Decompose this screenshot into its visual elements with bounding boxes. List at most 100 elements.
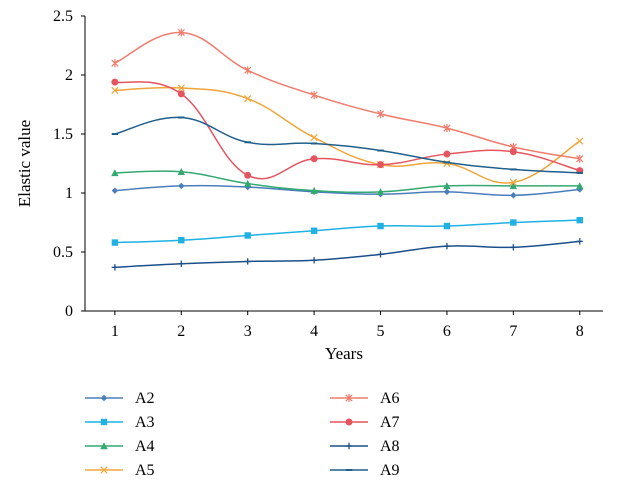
data-point-a8-8 bbox=[576, 238, 583, 245]
data-point-a2-8 bbox=[576, 186, 583, 193]
series-a3 bbox=[111, 216, 583, 246]
y-tick-label: 1 bbox=[65, 185, 73, 202]
legend-item-a2: A2 bbox=[85, 390, 155, 407]
y-axis-title: Elastic value bbox=[15, 120, 34, 207]
data-point-a6-4 bbox=[310, 91, 318, 100]
legend-marker-a4 bbox=[100, 442, 108, 450]
data-point-a8-7 bbox=[510, 244, 517, 251]
legend-marker-a9 bbox=[345, 469, 353, 471]
data-point-a4-8 bbox=[576, 182, 584, 190]
x-tick-label: 3 bbox=[244, 323, 252, 340]
data-point-a7-3 bbox=[244, 171, 252, 179]
legend-marker-a5 bbox=[100, 466, 108, 474]
data-point-a5-2 bbox=[177, 84, 185, 92]
chart-series bbox=[111, 28, 584, 271]
data-point-a2-7 bbox=[510, 192, 517, 199]
legend-item-a9: A9 bbox=[330, 462, 400, 479]
chart-axes: 0 0.5 1 1.5 2 2.5 1 2 3 4 5 6 7 8 Years Elastic value bbox=[15, 8, 603, 363]
legend-item-a8: A8 bbox=[330, 438, 400, 455]
series-line-a7 bbox=[114, 81, 580, 180]
data-point-a6-3 bbox=[244, 66, 252, 75]
series-a4 bbox=[111, 168, 584, 196]
data-point-a9-8 bbox=[576, 171, 583, 174]
data-point-a5-8 bbox=[576, 137, 584, 145]
legend-label-a8: A8 bbox=[380, 438, 400, 455]
series-line-a8 bbox=[114, 240, 580, 269]
data-point-a9-6 bbox=[443, 161, 451, 164]
x-tick-label: 6 bbox=[443, 323, 451, 340]
chart-legend: A2 A3 A4 A5 A6 A7 A8 A9 bbox=[85, 390, 400, 479]
data-point-a6-2 bbox=[177, 28, 185, 37]
y-tick-label: 2.5 bbox=[53, 8, 73, 25]
data-point-a2-2 bbox=[178, 182, 185, 190]
legend-marker-a6 bbox=[345, 394, 353, 402]
series-a6 bbox=[111, 28, 584, 163]
data-point-a4-1 bbox=[111, 169, 119, 177]
legend-item-a3: A3 bbox=[85, 414, 155, 431]
data-point-a3-5 bbox=[377, 222, 384, 230]
data-point-a4-7 bbox=[509, 182, 518, 190]
x-axis-title: Years bbox=[325, 344, 363, 363]
data-point-a3-6 bbox=[443, 222, 451, 230]
y-tick-label: 1.5 bbox=[53, 126, 73, 143]
data-point-a3-8 bbox=[576, 216, 583, 224]
data-point-a8-4 bbox=[310, 257, 318, 264]
legend-item-a6: A6 bbox=[330, 390, 400, 407]
legend-item-a5: A5 bbox=[85, 462, 155, 479]
data-point-a7-2 bbox=[177, 90, 185, 98]
x-tick-label: 2 bbox=[177, 323, 185, 340]
data-point-a9-2 bbox=[178, 116, 185, 119]
y-tick-label: 0 bbox=[65, 303, 73, 320]
data-point-a4-3 bbox=[244, 179, 252, 187]
series-line-a2 bbox=[114, 184, 580, 197]
legend-marker-a3 bbox=[100, 418, 108, 426]
data-point-a9-7 bbox=[510, 168, 517, 171]
data-point-a7-6 bbox=[443, 150, 451, 158]
data-point-a8-1 bbox=[111, 264, 119, 271]
series-line-a6 bbox=[114, 31, 580, 160]
legend-label-a5: A5 bbox=[135, 462, 155, 479]
data-point-a4-2 bbox=[177, 168, 185, 175]
data-point-a9-3 bbox=[244, 141, 251, 144]
data-point-a8-6 bbox=[443, 242, 451, 250]
data-point-a6-1 bbox=[111, 59, 119, 68]
legend-item-a4: A4 bbox=[85, 438, 155, 455]
data-point-a5-1 bbox=[111, 86, 119, 94]
data-point-a3-2 bbox=[178, 237, 185, 244]
data-point-a3-7 bbox=[510, 219, 517, 226]
data-point-a8-5 bbox=[377, 251, 384, 258]
data-point-a5-4 bbox=[310, 133, 318, 142]
x-tick-label: 1 bbox=[111, 323, 119, 340]
data-point-a5-3 bbox=[244, 94, 252, 103]
legend-label-a6: A6 bbox=[380, 390, 400, 407]
x-tick-label: 7 bbox=[509, 323, 517, 340]
data-point-a3-1 bbox=[111, 239, 119, 246]
legend-label-a7: A7 bbox=[380, 414, 400, 431]
y-tick-label: 0.5 bbox=[53, 244, 73, 261]
series-line-a3 bbox=[114, 219, 580, 244]
x-tick-label: 5 bbox=[377, 323, 385, 340]
data-point-a3-4 bbox=[310, 227, 318, 234]
data-point-a7-1 bbox=[111, 78, 119, 86]
data-point-a8-3 bbox=[244, 258, 251, 265]
legend-item-a7: A7 bbox=[330, 414, 400, 431]
legend-marker-a8 bbox=[345, 442, 353, 450]
legend-label-a2: A2 bbox=[135, 390, 155, 407]
legend-marker-a7 bbox=[345, 418, 353, 426]
data-point-a9-5 bbox=[377, 149, 384, 152]
series-a7 bbox=[111, 78, 584, 180]
data-point-a7-5 bbox=[377, 161, 385, 169]
legend-label-a4: A4 bbox=[135, 438, 155, 455]
data-point-a6-6 bbox=[443, 124, 451, 133]
x-tick-label: 4 bbox=[310, 323, 318, 340]
legend-marker-a2 bbox=[100, 394, 108, 402]
x-tick-label: 8 bbox=[576, 323, 584, 340]
legend-label-a9: A9 bbox=[380, 462, 400, 479]
data-point-a8-2 bbox=[178, 260, 185, 267]
data-point-a2-1 bbox=[111, 187, 119, 194]
legend-label-a3: A3 bbox=[135, 414, 155, 431]
series-a8 bbox=[111, 238, 583, 271]
series-line-a4 bbox=[114, 170, 580, 194]
series-a9 bbox=[111, 116, 583, 174]
